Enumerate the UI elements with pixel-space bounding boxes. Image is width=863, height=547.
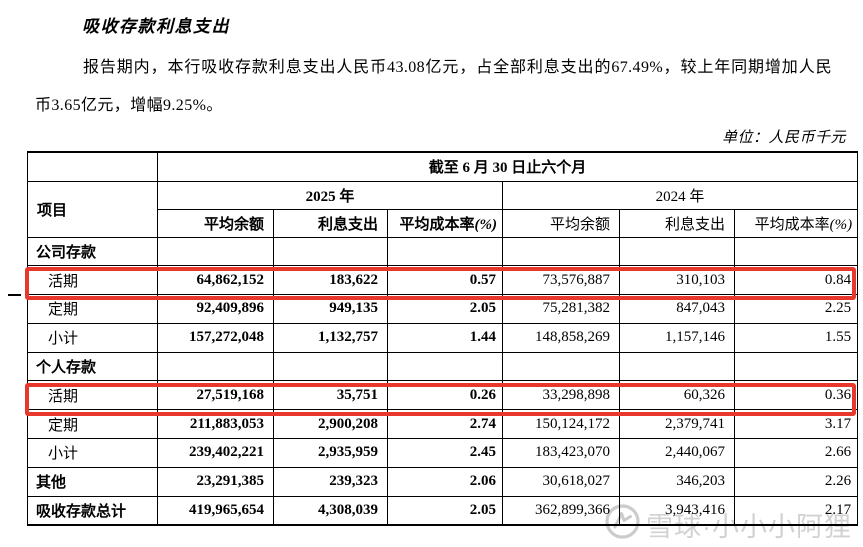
highlight-box-corporate-demand [25,267,856,300]
col-header-interest-expense-2024: 利息支出 [619,208,735,238]
row-label: 小计 [27,438,158,468]
cell-value: 2.66 [733,438,859,468]
table-row: 小计 239,402,221 2,935,959 2.45 183,423,070 2,4… [27,438,859,468]
table-header-period-row: 截至 6 月 30 日止六个月 [27,151,859,182]
table-row: 个人存款 [27,351,859,382]
col-header-avg-cost-2024: 平均成本率(%) [733,208,859,238]
cell-value: 23,291,385 [157,466,274,497]
cell-value [733,351,859,382]
cell-value: 419,965,654 [157,495,274,526]
cell-value: 30,618,027 [502,466,620,497]
cell-value: 1.55 [733,322,859,353]
deposit-interest-table: 截至 6 月 30 日止六个月 项目 2025 年 2024 年 平均余额 利息… [27,151,859,526]
year-2025-header: 2025 年 [157,180,503,210]
table-row: 小计 157,272,048 1,132,757 1.44 148,858,269 1,1… [27,322,859,353]
cell-value [502,351,620,382]
corner-empty-cell [27,151,158,182]
cell-value: 362,899,366 [502,495,620,526]
highlight-box-personal-demand [25,383,856,416]
table-row: 公司存款 [27,236,859,267]
cell-value: 2.45 [387,438,503,468]
cell-value: 2.05 [387,495,503,526]
cell-value: 148,858,269 [502,322,620,353]
avg-cost-label: 平均成本率 [399,216,475,233]
pct-suffix: (%) [474,216,498,233]
table-row: 吸收存款总计 419,965,654 4,308,039 2.05 362,899,36… [27,495,859,526]
cell-value: 2,935,959 [273,438,388,468]
cell-value [157,236,274,267]
cell-value: 157,272,048 [157,322,274,353]
row-label: 个人存款 [27,351,158,382]
paragraph-line-1: 报告期内，本行吸收存款利息支出人民币43.08亿元，占全部利息支出的67.49%… [83,59,832,76]
row-label: 公司存款 [27,236,158,267]
row-label: 吸收存款总计 [27,495,158,526]
col-header-avg-balance-2024: 平均余额 [502,208,620,238]
cell-value: 3,943,416 [619,495,735,526]
avg-cost-label: 平均成本率 [754,216,830,233]
cell-value: 2.06 [387,466,503,497]
cell-value: 2.17 [733,495,859,526]
cell-value [502,236,620,267]
cell-value: 346,203 [619,466,735,497]
cell-value: 4,308,039 [273,495,388,526]
col-header-avg-cost-2025: 平均成本率(%) [387,208,503,238]
cell-value [273,351,388,382]
item-column-header: 项目 [27,180,158,238]
section-title: 吸收存款利息支出 [82,17,230,36]
pct-suffix: (%) [829,216,853,233]
cell-value [619,351,735,382]
stray-dash [8,294,21,296]
year-2024-header: 2024 年 [501,180,859,210]
row-label: 其他 [27,466,158,497]
table-subheader-row: 平均余额 利息支出 平均成本率(%) 平均余额 利息支出 平均成本率(%) [28,208,859,238]
cell-value: 1,157,146 [619,322,735,353]
row-label: 小计 [27,322,158,353]
col-header-avg-balance-2025: 平均余额 [157,208,274,238]
cell-value: 2,440,067 [619,438,735,468]
cell-value [619,236,735,267]
cell-value: 239,402,221 [157,438,274,468]
cell-value: 183,423,070 [502,438,620,468]
cell-value: 2.26 [733,466,859,497]
cell-value [273,236,388,267]
body-paragraph: 报告期内，本行吸收存款利息支出人民币43.08亿元，占全部利息支出的67.49%… [35,49,832,125]
table-row: 其他 23,291,385 239,323 2.06 30,618,027 346,203… [27,466,859,497]
cell-value [733,236,859,267]
cell-value: 239,323 [273,466,388,497]
paragraph-line-2: 币3.65亿元，增幅9.25%。 [35,97,223,114]
cell-value: 1,132,757 [273,322,388,353]
period-header: 截至 6 月 30 日止六个月 [156,151,859,182]
cell-value [387,351,503,382]
cell-value [387,236,503,267]
cell-value [157,351,274,382]
table-header-year-row: 项目 2025 年 2024 年 [27,180,859,238]
cell-value: 1.44 [387,322,503,353]
col-header-interest-expense-2025: 利息支出 [273,208,388,238]
unit-note: 单位：人民币千元 [721,130,846,146]
